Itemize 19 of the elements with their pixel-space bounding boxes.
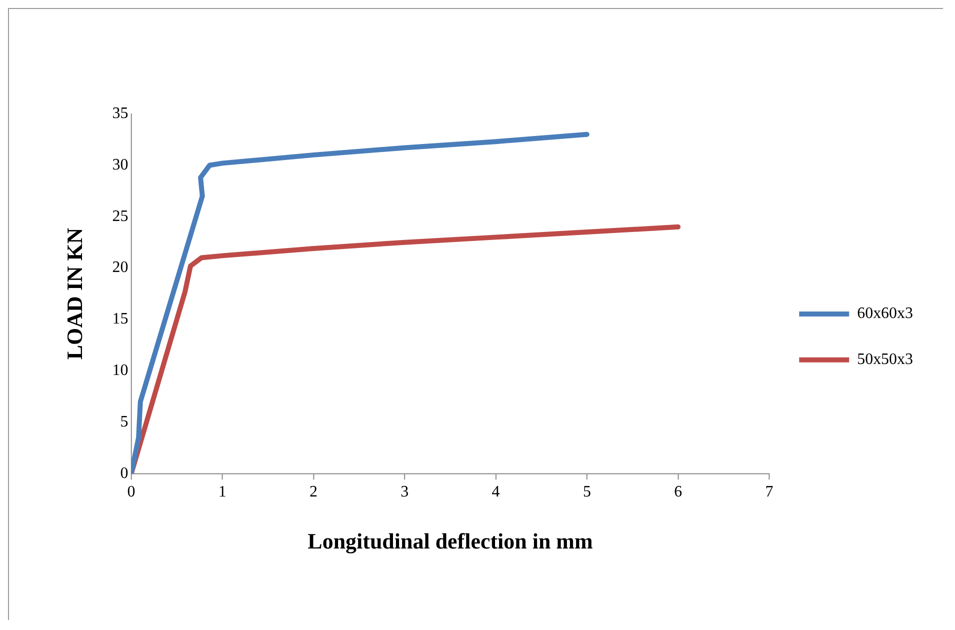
x-tick-label: 3 — [400, 483, 409, 500]
y-tick-label: 10 — [112, 362, 128, 380]
y-axis-title: LOAD IN KN — [62, 228, 87, 360]
y-tick-label: 5 — [120, 413, 128, 430]
legend-label: 50x50x3 — [857, 351, 914, 368]
x-tick-label: 5 — [582, 483, 591, 500]
y-tick-label: 35 — [112, 105, 128, 122]
x-axis-title: Longitudinal deflection in mm — [308, 528, 593, 554]
y-tick-label: 20 — [112, 259, 128, 276]
x-tick-label: 2 — [310, 483, 318, 500]
legend-label: 60x60x3 — [857, 305, 914, 322]
x-tick-label: 6 — [674, 483, 682, 500]
x-tick-label: 7 — [765, 483, 774, 500]
x-tick-label: 1 — [218, 483, 226, 500]
y-tick-label: 25 — [112, 208, 128, 225]
y-tick-label: 0 — [120, 464, 128, 482]
x-tick-label: 4 — [492, 483, 500, 500]
y-tick-label: 30 — [112, 156, 128, 174]
y-tick-label: 15 — [112, 310, 128, 328]
